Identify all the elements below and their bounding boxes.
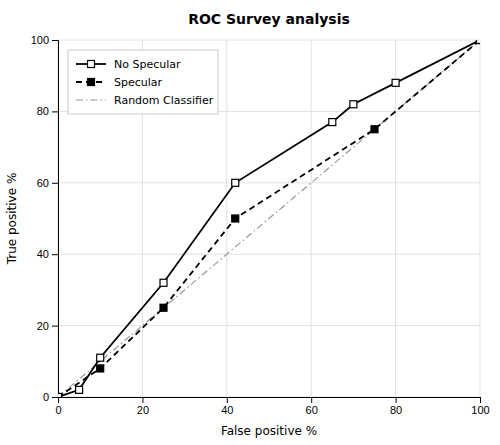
tick: 60 xyxy=(306,397,318,416)
tick-mark xyxy=(52,183,58,184)
tick-label: 60 xyxy=(37,177,49,189)
legend-item: No Specular xyxy=(76,58,181,71)
tick: 0 xyxy=(43,391,58,403)
title: ROC Survey analysis xyxy=(188,11,350,27)
legend: No Specular Specular Random Classifier xyxy=(68,50,218,114)
axis-line xyxy=(59,398,481,404)
point-marker xyxy=(58,394,62,398)
legend-item: Specular xyxy=(76,76,163,89)
tick: 60 xyxy=(37,177,58,189)
grid-line-y xyxy=(58,254,480,255)
point-marker xyxy=(371,126,378,133)
y-axis-title: True positive % xyxy=(5,173,19,266)
grid-line-x xyxy=(226,40,227,397)
x-axis: 0 20 40 60 80 100 xyxy=(55,397,489,416)
point-marker xyxy=(160,279,167,286)
chart-svg: 0 20 40 60 80 100 0 20 40 60 80 100 No Specular Specu… xyxy=(0,0,500,445)
series-line xyxy=(58,40,480,397)
legend-item: Random Classifier xyxy=(76,94,214,107)
grid-line-y xyxy=(58,40,480,41)
tick-label: 100 xyxy=(471,404,489,416)
tick-mark xyxy=(52,254,58,255)
tick: 40 xyxy=(221,397,233,416)
y-axis: 0 20 40 60 80 100 xyxy=(31,34,59,403)
tick-label: 0 xyxy=(55,404,61,416)
point-marker xyxy=(232,179,239,186)
legend-label: Specular xyxy=(114,76,163,89)
point-marker xyxy=(477,40,481,44)
tick-mark xyxy=(227,397,228,403)
axis-line xyxy=(52,41,59,398)
tick: 40 xyxy=(37,248,58,260)
tick-mark xyxy=(52,326,58,327)
grid-line-x xyxy=(480,40,481,397)
tick: 100 xyxy=(31,34,58,46)
tick-label: 40 xyxy=(37,248,49,260)
tick: 80 xyxy=(390,397,402,416)
legend-marker xyxy=(88,79,95,86)
tick: 20 xyxy=(137,397,149,416)
point-marker xyxy=(329,119,336,126)
tick-label: 80 xyxy=(390,404,402,416)
tick-label: 100 xyxy=(31,34,49,46)
tick-mark xyxy=(480,397,481,403)
point-marker xyxy=(477,40,481,44)
tick: 80 xyxy=(37,105,58,117)
tick-label: 0 xyxy=(43,391,49,403)
point-marker xyxy=(392,79,399,86)
tick-label: 80 xyxy=(37,105,49,117)
tick: 0 xyxy=(55,397,61,416)
point-marker xyxy=(97,365,104,372)
grid-line-x xyxy=(311,40,312,397)
point-marker xyxy=(350,101,357,108)
legend-box xyxy=(68,50,218,114)
tick: 100 xyxy=(471,397,489,416)
tick-label: 20 xyxy=(37,320,49,332)
grid-line-y xyxy=(58,182,480,183)
legend-swatch xyxy=(76,99,106,100)
point-marker xyxy=(232,215,239,222)
plot: 0 20 40 60 80 100 0 20 40 60 80 100 No Specular Specu… xyxy=(31,34,490,416)
point-marker xyxy=(58,394,62,398)
series-line xyxy=(58,40,480,397)
tick-mark xyxy=(396,397,397,403)
tick-mark xyxy=(311,397,312,403)
point-marker xyxy=(76,386,83,393)
tick-mark xyxy=(52,40,58,41)
grid-line-y xyxy=(58,325,480,326)
tick-label: 20 xyxy=(137,404,149,416)
grid-line-x xyxy=(395,40,396,397)
tick-label: 60 xyxy=(306,404,318,416)
series-group xyxy=(58,40,480,397)
chart-container: 0 20 40 60 80 100 0 20 40 60 80 100 No Specular Specu… xyxy=(0,0,500,445)
point-marker xyxy=(160,304,167,311)
point-marker xyxy=(97,354,104,361)
tick-label: 40 xyxy=(221,404,233,416)
series-line xyxy=(58,40,480,397)
tick-mark xyxy=(52,111,58,112)
legend-marker xyxy=(88,61,95,68)
grid xyxy=(58,40,480,397)
tick-mark xyxy=(52,397,58,398)
tick-mark xyxy=(142,397,143,403)
x-axis-title: False positive % xyxy=(221,424,317,438)
legend-label: Random Classifier xyxy=(114,94,214,107)
legend-label: No Specular xyxy=(114,58,181,71)
tick: 20 xyxy=(37,320,58,332)
